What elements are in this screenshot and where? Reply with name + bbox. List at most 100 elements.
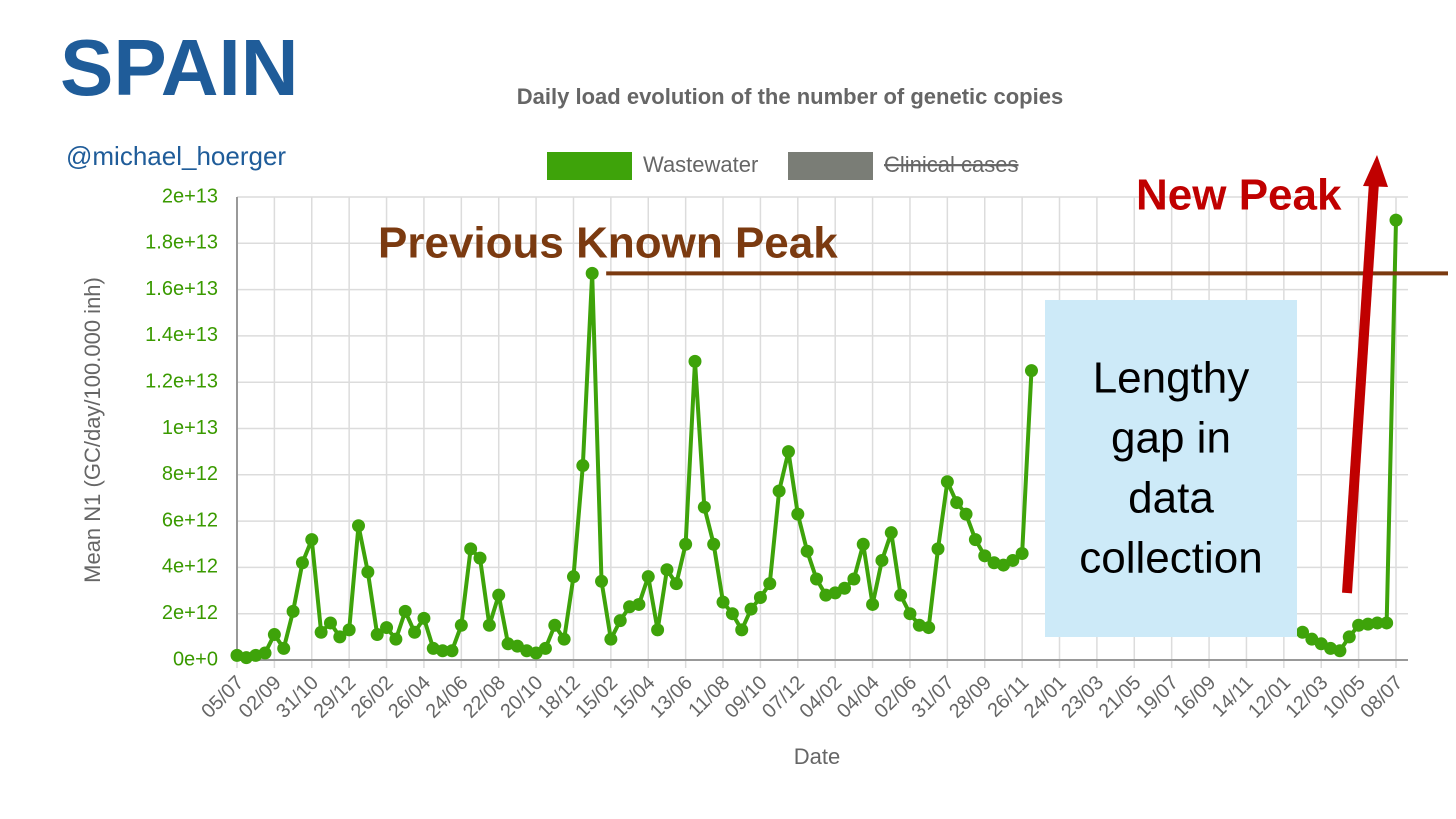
data-point (950, 496, 964, 510)
data-point (1370, 616, 1384, 630)
data-point (380, 621, 394, 635)
legend-label: Wastewater (643, 152, 758, 177)
x-tick-label: 04/02 (796, 672, 847, 723)
data-point (931, 542, 945, 556)
data-point (651, 623, 665, 637)
x-tick-label: 31/10 (272, 672, 323, 723)
y-tick-label: 1.2e+13 (145, 370, 218, 392)
x-tick-label: 18/12 (534, 672, 585, 723)
data-point (810, 572, 823, 586)
data-point (492, 588, 506, 602)
data-point (632, 597, 646, 611)
y-tick-label: 1.8e+13 (145, 232, 218, 254)
data-point (538, 641, 552, 655)
legend-swatch (547, 152, 632, 180)
data-point (1342, 630, 1356, 644)
data-point (1296, 625, 1310, 639)
data-point (342, 623, 356, 637)
new-peak-arrow (1342, 181, 1379, 594)
data-point (1006, 553, 1020, 567)
data-point (707, 537, 721, 551)
data-point (436, 644, 450, 658)
data-point (1389, 213, 1403, 227)
x-axis-label: Date (794, 744, 840, 769)
data-point (361, 565, 375, 579)
data-point (557, 632, 571, 646)
legend-swatch (788, 152, 873, 180)
new-peak-arrowhead (1363, 155, 1388, 187)
data-point (595, 574, 609, 588)
data-point (408, 625, 422, 639)
data-point (323, 616, 337, 630)
x-tick-label: 12/01 (1244, 672, 1295, 723)
x-tick-label: 26/04 (384, 672, 435, 723)
gap-note-line: Lengthy (1093, 354, 1250, 403)
data-point (286, 604, 300, 618)
data-point (352, 519, 366, 533)
y-tick-label: 6e+12 (162, 509, 218, 531)
x-tick-label: 10/05 (1319, 672, 1370, 723)
gap-note-line: data (1128, 474, 1214, 523)
data-point (370, 628, 384, 642)
data-point (482, 618, 496, 632)
data-point (744, 602, 758, 616)
x-tick-label: 24/06 (422, 672, 473, 723)
data-point (735, 623, 749, 637)
data-point (959, 507, 973, 521)
x-tick-label: 26/02 (347, 672, 398, 723)
x-tick-label: 08/07 (1356, 672, 1407, 723)
data-point (258, 646, 272, 660)
data-point (454, 618, 468, 632)
data-point (1333, 644, 1347, 658)
data-point (641, 570, 655, 584)
x-tick-label: 24/01 (1020, 672, 1071, 723)
data-point (576, 459, 590, 473)
data-point (464, 542, 478, 556)
author-handle: @michael_hoerger (66, 141, 286, 171)
data-point (660, 563, 674, 577)
legend-label: Clinical cases (884, 152, 1019, 177)
data-point (679, 537, 693, 551)
data-point (314, 625, 328, 639)
y-tick-label: 4e+12 (162, 556, 218, 578)
previous-peak-label: Previous Known Peak (378, 219, 838, 268)
data-point (277, 641, 291, 655)
data-point (333, 630, 347, 644)
data-point (566, 570, 580, 584)
data-point (791, 507, 805, 521)
data-point (697, 500, 711, 514)
new-peak-label: New Peak (1136, 171, 1342, 220)
data-point (772, 484, 786, 498)
x-tick-label: 28/09 (945, 672, 996, 723)
x-tick-label: 07/12 (758, 672, 809, 723)
data-point (875, 553, 889, 567)
x-tick-label: 31/07 (908, 672, 959, 723)
x-tick-label: 02/09 (235, 672, 286, 723)
data-point (884, 526, 898, 540)
data-point (445, 644, 459, 658)
x-tick-label: 21/05 (1095, 672, 1146, 723)
data-point (585, 266, 599, 280)
x-tick-label: 12/03 (1282, 672, 1333, 723)
data-point (978, 549, 992, 563)
data-point (940, 475, 954, 489)
data-point (548, 618, 562, 632)
data-point (922, 621, 936, 635)
data-point (716, 595, 730, 609)
data-point (669, 577, 683, 591)
data-point (1380, 616, 1394, 630)
data-point (838, 581, 852, 595)
y-axis-label: Mean N1 (GC/day/100.000 inh) (80, 277, 105, 583)
data-point (613, 614, 627, 628)
data-point (1015, 547, 1029, 561)
y-tick-label: 1e+13 (162, 417, 218, 439)
chart-title: Daily load evolution of the number of ge… (517, 84, 1063, 109)
data-point (847, 572, 861, 586)
x-tick-label: 16/09 (1169, 672, 1220, 723)
x-tick-label: 15/04 (609, 672, 660, 723)
x-tick-label: 04/04 (833, 672, 884, 723)
data-point (866, 597, 880, 611)
data-point (763, 577, 777, 591)
y-tick-label: 1.4e+13 (145, 324, 218, 346)
x-tick-label: 09/10 (721, 672, 772, 723)
